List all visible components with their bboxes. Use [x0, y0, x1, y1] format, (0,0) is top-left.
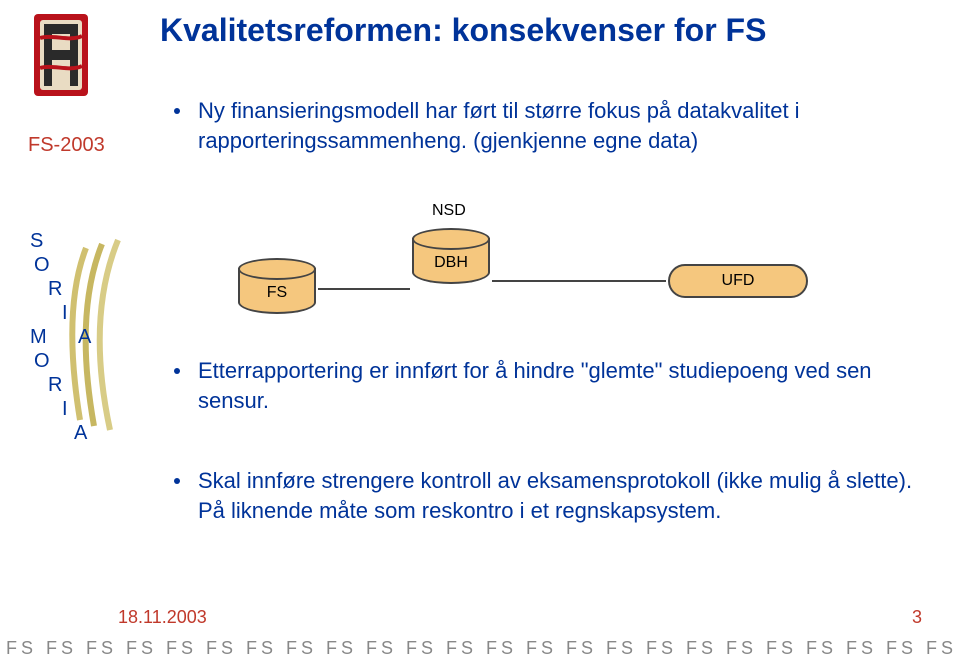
- diagram-connector: [318, 288, 410, 290]
- left-label: FS-2003: [28, 134, 105, 157]
- soria-letter: I: [62, 398, 68, 421]
- soria-decoration: S O R I M A O R I A: [30, 230, 150, 450]
- slide-title: Kvalitetsreformen: konsekvenser for FS: [160, 12, 910, 49]
- bullet-marker: [174, 108, 180, 114]
- diagram-label-nsd: NSD: [432, 202, 466, 220]
- soria-letter: M: [30, 326, 47, 349]
- bullet-text: Etterrapportering er innført for å hindr…: [198, 356, 918, 415]
- bullet-text: Ny finansieringsmodell har ført til stør…: [198, 96, 918, 155]
- soria-letter: O: [34, 254, 50, 277]
- soria-letter: O: [34, 350, 50, 373]
- diagram-box-ufd: UFD: [668, 264, 808, 298]
- soria-letter: R: [48, 374, 62, 397]
- soria-letter: A: [74, 422, 87, 445]
- diagram-label-fs: FS: [238, 284, 316, 302]
- soria-letter: A: [78, 326, 91, 349]
- diagram-cylinder-dbh: DBH: [412, 228, 490, 288]
- bullet-text: Skal innføre strengere kontroll av eksam…: [198, 466, 918, 525]
- bullet-marker: [174, 478, 180, 484]
- diagram-cylinder-fs: FS: [238, 258, 316, 318]
- footer-date: 18.11.2003: [118, 607, 207, 628]
- footer-strip: FS FS FS FS FS FS FS FS FS FS FS FS FS F…: [0, 636, 960, 664]
- logo-icon: [34, 14, 88, 96]
- soria-letter: S: [30, 230, 43, 253]
- slide: Kvalitetsreformen: konsekvenser for FS F…: [0, 0, 960, 664]
- soria-letter: I: [62, 302, 68, 325]
- bullet-marker: [174, 368, 180, 374]
- diagram-connector: [492, 280, 666, 282]
- diagram-label-dbh: DBH: [412, 254, 490, 272]
- footer-page-number: 3: [912, 607, 922, 628]
- soria-letter: R: [48, 278, 62, 301]
